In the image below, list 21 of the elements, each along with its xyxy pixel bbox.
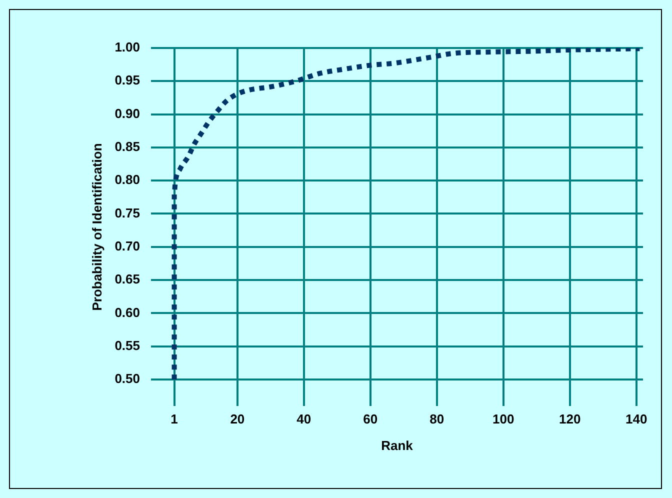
y-tick-label: 0.60 <box>114 304 140 320</box>
y-axis-title: Probability of Identification <box>89 143 104 311</box>
x-tick-label: 80 <box>430 411 444 426</box>
y-tick-label: 0.65 <box>114 272 140 287</box>
x-tick-label: 140 <box>626 411 648 426</box>
x-tick-label: 120 <box>559 411 581 426</box>
x-tick-label: 1 <box>170 411 178 426</box>
x-tick-label: 100 <box>492 411 514 426</box>
y-tick-label: 1.00 <box>114 40 140 55</box>
x-tick-label: 20 <box>230 411 245 426</box>
y-tick-label: 0.90 <box>114 106 140 121</box>
y-tick-label: 0.80 <box>114 172 140 188</box>
x-tick-label: 40 <box>296 411 312 426</box>
y-tick-label: 0.95 <box>114 72 140 88</box>
y-tick-label: 0.70 <box>114 238 140 254</box>
y-tick-label: 0.85 <box>114 139 140 154</box>
y-tick-label: 0.75 <box>114 205 140 220</box>
x-axis-title: Rank <box>381 438 414 453</box>
x-tick-label: 60 <box>363 411 378 426</box>
y-tick-label: 0.50 <box>114 371 140 386</box>
y-tick-label: 0.55 <box>114 338 140 353</box>
